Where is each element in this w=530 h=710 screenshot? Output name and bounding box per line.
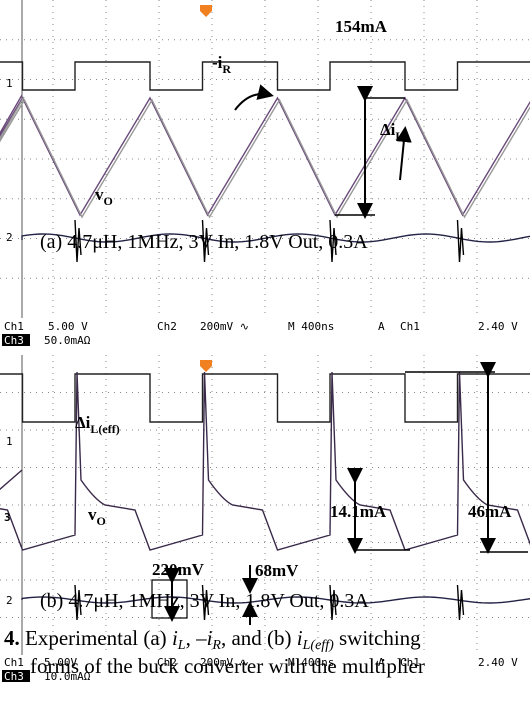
status-text: Ch3 — [4, 670, 24, 683]
caption-part: Experimental (a) — [20, 626, 172, 650]
dil-prefix: Δi — [75, 413, 91, 432]
status-text: Ch1 — [4, 656, 24, 669]
status-text: 5.00 V — [48, 320, 88, 333]
ir-label: -iR — [212, 53, 231, 76]
vo-label: vO — [95, 185, 113, 208]
vo-sub: O — [104, 194, 113, 208]
status-text: Ch1 — [400, 320, 420, 333]
voltage-ripple-label: 220mV — [152, 560, 205, 579]
vo-label: vO — [88, 505, 106, 528]
status-text: A — [378, 320, 385, 333]
caption-line: 4. Experimental (a) iL, –iR, and (b) iL(… — [4, 626, 421, 653]
status-text: Ch2 — [157, 320, 177, 333]
ripple-label: 46mA — [468, 502, 512, 521]
channel-marker: 2 — [6, 594, 13, 607]
peak-label: 154mA — [335, 17, 388, 36]
scope-grid — [0, 0, 530, 318]
caption-part: , – — [186, 626, 208, 650]
channel-marker: 1 — [6, 77, 13, 90]
status-text: 200mV ∿ — [200, 320, 249, 333]
status-bar: Ch1 5.00 V Ch2 200mV ∿ M 400ns A Ch1 2.4… — [2, 320, 518, 347]
dil-label: ΔiL(eff) — [75, 413, 120, 436]
inductor-current — [0, 95, 530, 215]
caption-part: L(eff) — [302, 638, 334, 653]
status-text: Ch1 — [4, 320, 24, 333]
caption-part: L — [177, 638, 186, 653]
trigger-marker — [200, 5, 212, 17]
condition-label: (b) 4.7μH, 1MHz, 3V In, 1.8V Out, 0.3A — [40, 590, 369, 612]
dil-prefix: Δi — [380, 120, 396, 139]
switch-spike — [458, 585, 464, 620]
figure: 154mA -iR ΔiL vO (a) 4.7μH, 1MHz, 3V In,… — [0, 0, 530, 710]
status-text: 2.40 V — [478, 656, 518, 669]
ripple-label: 14.1mA — [330, 502, 387, 521]
status-text: 2.40 V — [478, 320, 518, 333]
dil-sub: L(eff) — [90, 422, 119, 436]
switch-spike — [458, 220, 464, 262]
caption-number: 4. — [4, 626, 20, 650]
channel-marker: 3 — [4, 511, 11, 524]
caption-part: R — [211, 638, 221, 653]
trigger-marker — [200, 360, 212, 372]
vo-sub: O — [97, 514, 106, 528]
caption-part: switching — [334, 626, 421, 650]
channel-marker: 1 — [6, 435, 13, 448]
caption-line: forms of the buck converter with the mul… — [30, 654, 425, 678]
channel-marker: 2 — [6, 231, 13, 244]
ir-sub: R — [222, 62, 231, 76]
caption-part: , and (b) — [221, 626, 297, 650]
ir-prefix: -i — [212, 53, 223, 72]
dil-sub: L — [395, 129, 403, 143]
status-text: 50.0mAΩ — [44, 334, 91, 347]
condition-label: (a) 4.7μH, 1MHz, 3V In, 1.8V Out, 0.3A — [40, 231, 368, 253]
voltage-ripple-label: 68mV — [255, 561, 299, 580]
status-text: Ch3 — [4, 334, 24, 347]
status-text: M 400ns — [288, 320, 334, 333]
